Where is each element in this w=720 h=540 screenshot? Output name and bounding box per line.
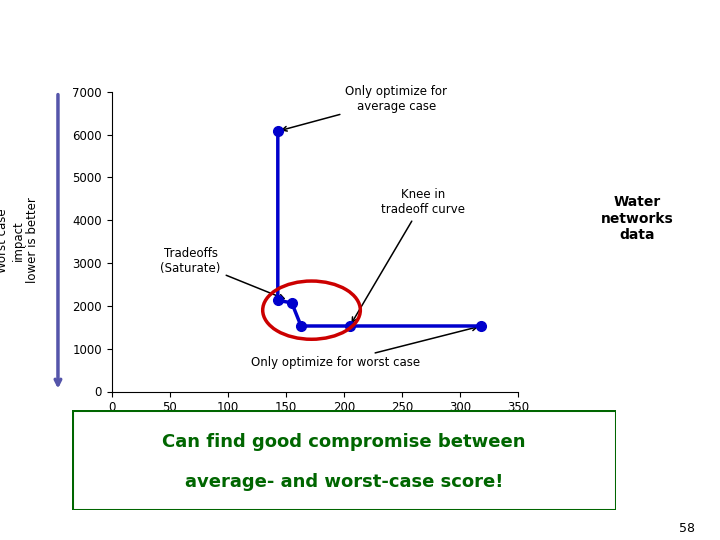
Text: average- and worst-case score!: average- and worst-case score!: [184, 474, 503, 491]
Text: Tradeoffs
(Saturate): Tradeoffs (Saturate): [161, 247, 284, 299]
Text: 58: 58: [679, 522, 695, 535]
FancyBboxPatch shape: [72, 410, 616, 510]
Text: Only optimize for worst case: Only optimize for worst case: [251, 326, 477, 369]
Text: Knee in
tradeoff curve: Knee in tradeoff curve: [352, 188, 465, 322]
Text: Can find good compromise between: Can find good compromise between: [162, 434, 526, 451]
Text: Only optimize for
average case: Only optimize for average case: [282, 85, 447, 131]
Text: Worst- vs. average case: Worst- vs. average case: [135, 26, 585, 59]
Text: Water
networks
data: Water networks data: [600, 195, 674, 242]
Text: Worst case
impact
lower is better: Worst case impact lower is better: [0, 197, 40, 284]
